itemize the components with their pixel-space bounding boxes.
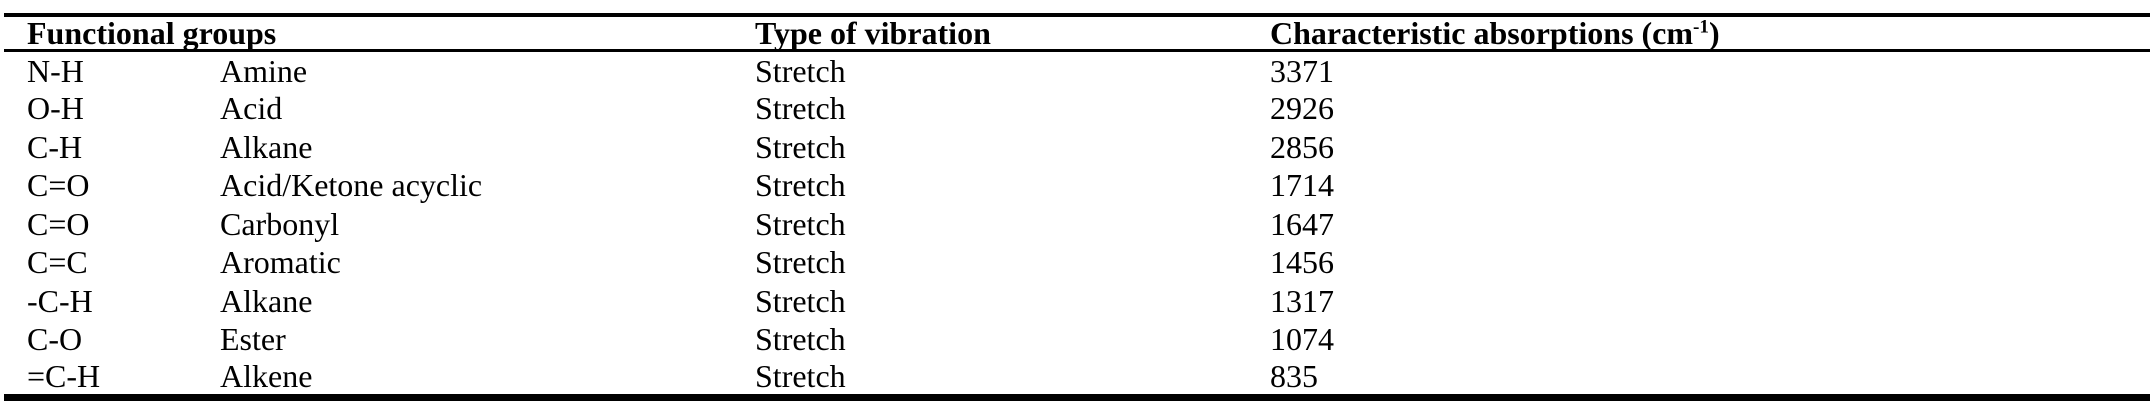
table-body: N-H Amine Stretch 3371 O-H Acid Stretch … (4, 51, 2150, 398)
header-absorptions-close-paren: ) (1709, 15, 1720, 51)
cell-bond-symbol: C=C (27, 244, 88, 281)
cell-absorption-value: 1456 (1270, 244, 1334, 281)
cell-bond-symbol: C-O (27, 321, 83, 358)
cell-vibration-type: Stretch (755, 90, 846, 127)
table-row: C=O Acid/Ketone acyclic Stretch 1714 (4, 166, 2150, 205)
table-row: C=O Carbonyl Stretch 1647 (4, 205, 2150, 244)
cell-absorption-value: 1714 (1270, 167, 1334, 204)
cell-functional-group-name: Acid (220, 90, 283, 127)
cell-absorption-value: 2926 (1270, 90, 1334, 127)
cell-functional-group-name: Alkane (220, 282, 313, 319)
cell-bond-symbol: O-H (27, 90, 84, 127)
header-characteristic-absorptions: Characteristic absorptions (cm-1) (1270, 15, 2150, 51)
header-type-of-vibration: Type of vibration (755, 15, 991, 51)
table-row: C-O Ester Stretch 1074 (4, 320, 2150, 359)
cell-functional-group-name: Alkene (220, 358, 313, 394)
cell-bond-symbol: C=O (27, 167, 90, 204)
table-row: O-H Acid Stretch 2926 (4, 89, 2150, 128)
cell-absorption-value: 1074 (1270, 321, 1334, 358)
cell-vibration-type: Stretch (755, 282, 846, 319)
cell-absorption-value: 3371 (1270, 52, 1334, 89)
cell-absorption-value: 835 (1270, 358, 1318, 394)
cell-functional-group-name: Carbonyl (220, 205, 340, 242)
cell-absorption-value: 2856 (1270, 128, 1334, 165)
header-absorptions-text: Characteristic absorptions (cm (1270, 15, 1694, 51)
table-row: N-H Amine Stretch 3371 (4, 51, 2150, 90)
table-row: =C-H Alkene Stretch 835 (4, 359, 2150, 398)
table-row: C=C Aromatic Stretch 1456 (4, 243, 2150, 282)
header-functional-groups: Functional groups (27, 15, 277, 51)
ir-absorption-table: Functional groups Type of vibration Char… (4, 13, 2150, 401)
cell-vibration-type: Stretch (755, 321, 846, 358)
cell-functional-group-name: Alkane (220, 128, 313, 165)
cell-vibration-type: Stretch (755, 167, 846, 204)
cell-absorption-value: 1317 (1270, 282, 1334, 319)
cell-bond-symbol: =C-H (27, 358, 101, 394)
cell-functional-group-name: Amine (220, 52, 308, 89)
cell-vibration-type: Stretch (755, 358, 846, 394)
header-absorptions-superscript: -1 (1693, 16, 1710, 38)
cell-bond-symbol: C=O (27, 205, 90, 242)
cell-absorption-value: 1647 (1270, 205, 1334, 242)
cell-vibration-type: Stretch (755, 244, 846, 281)
cell-vibration-type: Stretch (755, 128, 846, 165)
header-row: Functional groups Type of vibration Char… (4, 15, 2150, 51)
cell-bond-symbol: -C-H (27, 282, 93, 319)
table-header: Functional groups Type of vibration Char… (4, 15, 2150, 51)
cell-functional-group-name: Aromatic (220, 244, 341, 281)
cell-functional-group-name: Ester (220, 321, 286, 358)
cell-bond-symbol: C-H (27, 128, 83, 165)
table-row: -C-H Alkane Stretch 1317 (4, 282, 2150, 321)
cell-bond-symbol: N-H (27, 52, 84, 89)
cell-functional-group-name: Acid/Ketone acyclic (220, 167, 483, 204)
cell-vibration-type: Stretch (755, 205, 846, 242)
table-row: C-H Alkane Stretch 2856 (4, 128, 2150, 167)
cell-vibration-type: Stretch (755, 52, 846, 89)
